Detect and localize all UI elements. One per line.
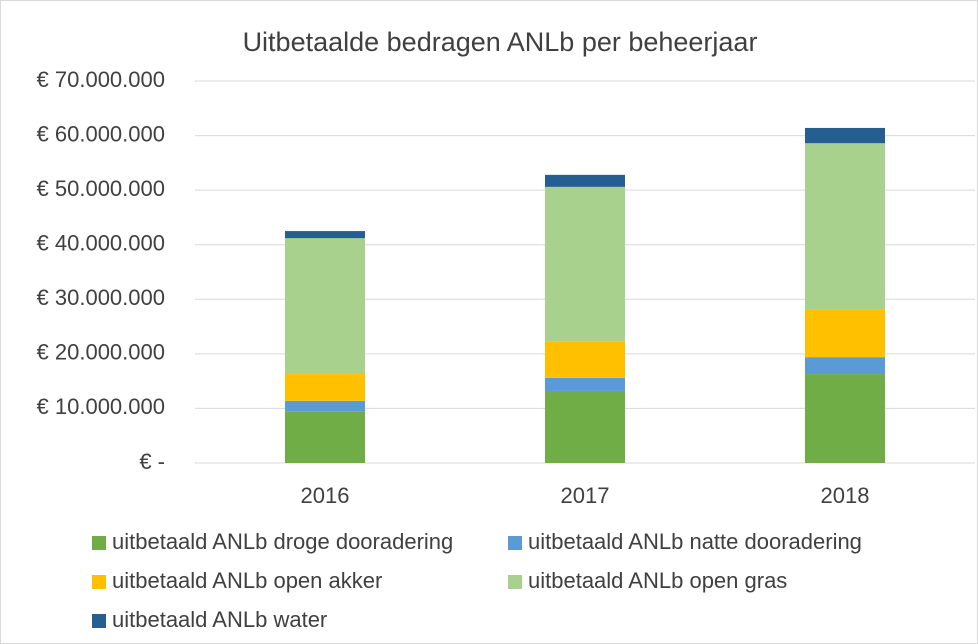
legend-swatch xyxy=(92,536,106,550)
y-tick-label: € 20.000.000 xyxy=(37,340,165,365)
chart-title: Uitbetaalde bedragen ANLb per beheerjaar xyxy=(243,27,758,57)
bar-segment xyxy=(285,374,365,401)
y-tick-label: € 60.000.000 xyxy=(37,121,165,146)
bar-segment xyxy=(805,309,885,358)
legend-label: uitbetaald ANLb droge dooradering xyxy=(112,529,453,554)
y-tick-label: € 30.000.000 xyxy=(37,285,165,310)
x-tick-label: 2016 xyxy=(301,483,350,508)
bar-segment xyxy=(285,400,365,412)
y-tick-label: € 70.000.000 xyxy=(37,67,165,92)
y-tick-label: € - xyxy=(139,449,165,474)
y-tick-label: € 50.000.000 xyxy=(37,176,165,201)
x-tick-label: 2018 xyxy=(821,483,870,508)
bar-segment xyxy=(805,127,885,144)
legend-label: uitbetaald ANLb open gras xyxy=(528,568,787,593)
bar-segment xyxy=(805,357,885,375)
bar-segment xyxy=(545,390,625,463)
legend-swatch xyxy=(92,575,106,589)
legend-label: uitbetaald ANLb water xyxy=(112,607,327,632)
y-tick-label: € 40.000.000 xyxy=(37,231,165,256)
bar-segment xyxy=(545,341,625,378)
bar-segment xyxy=(285,231,365,239)
bar-segment xyxy=(285,411,365,463)
bar-segment xyxy=(805,143,885,310)
bar-segment xyxy=(805,374,885,463)
bar-segment xyxy=(545,174,625,187)
legend-swatch xyxy=(92,614,106,628)
bar-segment xyxy=(545,377,625,391)
x-tick-label: 2017 xyxy=(561,483,610,508)
y-tick-label: € 10.000.000 xyxy=(37,394,165,419)
bar-segment xyxy=(545,186,625,342)
legend-label: uitbetaald ANLb open akker xyxy=(112,568,382,593)
legend-swatch xyxy=(508,575,522,589)
bar-segment xyxy=(285,238,365,375)
legend-swatch xyxy=(508,536,522,550)
legend-label: uitbetaald ANLb natte dooradering xyxy=(528,529,862,554)
